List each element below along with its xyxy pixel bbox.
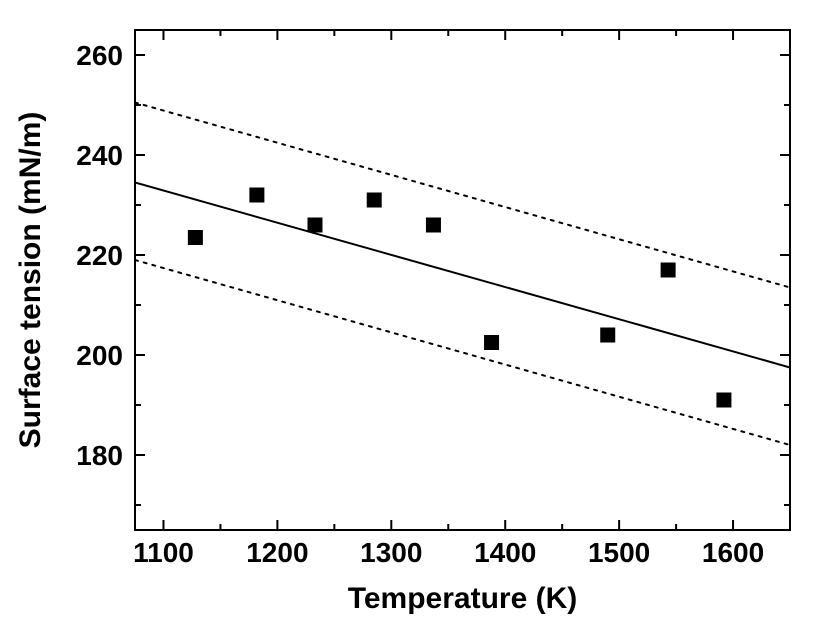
x-axis-label: Temperature (K) bbox=[348, 582, 577, 615]
y-tick-label: 220 bbox=[76, 240, 123, 271]
data-point bbox=[426, 218, 441, 233]
data-point bbox=[716, 393, 731, 408]
x-tick-label: 1600 bbox=[702, 537, 764, 568]
x-tick-label: 1300 bbox=[360, 537, 422, 568]
data-point bbox=[249, 188, 264, 203]
y-tick-label: 200 bbox=[76, 340, 123, 371]
data-point bbox=[367, 193, 382, 208]
y-tick-label: 260 bbox=[76, 40, 123, 71]
x-tick-label: 1400 bbox=[474, 537, 536, 568]
surface-tension-chart: 1100 1200 1300 1400 1500 1600 180 200 220 240 260 T… bbox=[0, 0, 821, 626]
data-point bbox=[600, 328, 615, 343]
data-point bbox=[484, 335, 499, 350]
x-tick-label: 1200 bbox=[246, 537, 308, 568]
x-tick-label: 1500 bbox=[588, 537, 650, 568]
y-tick-label: 240 bbox=[76, 140, 123, 171]
data-point bbox=[661, 263, 676, 278]
data-point bbox=[188, 230, 203, 245]
data-point bbox=[307, 218, 322, 233]
x-tick-label: 1100 bbox=[133, 537, 194, 568]
y-tick-label: 180 bbox=[76, 440, 123, 471]
y-axis-label: Surface tension (mN/m) bbox=[14, 112, 47, 449]
chart-svg: 1100 1200 1300 1400 1500 1600 180 200 220 240 260 T… bbox=[0, 0, 821, 626]
